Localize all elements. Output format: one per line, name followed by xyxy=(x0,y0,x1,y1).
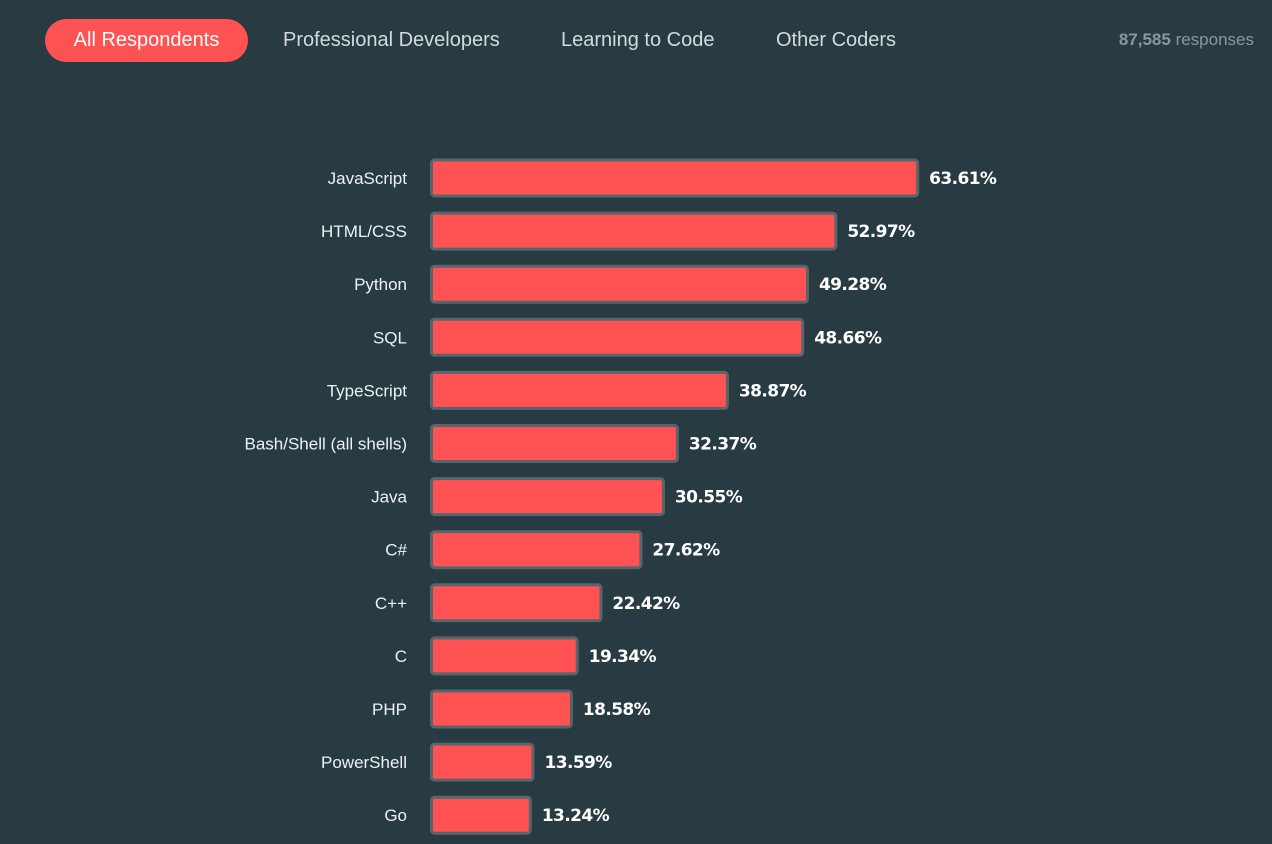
bar xyxy=(430,317,805,357)
value-label: 32.37% xyxy=(689,435,757,455)
bar xyxy=(430,530,643,570)
bar xyxy=(430,424,679,463)
category-label: HTML/CSS xyxy=(321,222,407,241)
value-label: 48.66% xyxy=(814,328,882,348)
bar xyxy=(430,264,809,304)
response-count-number: 87,585 xyxy=(1118,30,1171,49)
category-label: PHP xyxy=(372,700,407,719)
bar xyxy=(430,583,603,623)
category-label: Go xyxy=(384,806,407,825)
category-label: PowerShell xyxy=(321,753,407,772)
value-label: 27.62% xyxy=(652,541,720,561)
value-label: 13.24% xyxy=(542,806,610,826)
category-label: C++ xyxy=(375,594,407,613)
bar xyxy=(430,795,532,835)
tab-other-coders[interactable]: Other Coders xyxy=(776,29,897,51)
tab-all-respondents[interactable]: All Respondents xyxy=(45,19,248,62)
value-label: 18.58% xyxy=(583,700,651,720)
response-count: 87,585 responses xyxy=(1119,30,1254,50)
value-label: 30.55% xyxy=(675,488,743,508)
category-label: C xyxy=(395,647,407,666)
category-label: C# xyxy=(385,541,407,560)
value-label: 63.61% xyxy=(929,169,997,189)
category-label: SQL xyxy=(373,328,407,347)
bar xyxy=(430,636,579,676)
respondent-tabs: All Respondents Professional Developers … xyxy=(0,0,1272,82)
value-label: 22.42% xyxy=(612,594,680,614)
bar xyxy=(430,477,665,517)
bar xyxy=(430,742,535,782)
bar xyxy=(430,370,729,410)
tab-professional-developers[interactable]: Professional Developers xyxy=(283,29,500,51)
category-label: JavaScript xyxy=(328,169,408,188)
response-count-label: responses xyxy=(1175,30,1254,49)
value-label: 19.34% xyxy=(589,647,657,667)
value-label: 38.87% xyxy=(739,381,807,401)
bar xyxy=(430,211,838,251)
category-label: TypeScript xyxy=(327,381,408,400)
bar xyxy=(430,689,573,729)
category-label: Python xyxy=(354,275,407,294)
value-label: 13.59% xyxy=(545,753,613,773)
value-label: 49.28% xyxy=(819,275,887,295)
category-label: Java xyxy=(371,488,407,507)
tab-learning-to-code[interactable]: Learning to Code xyxy=(561,29,715,51)
category-label: Bash/Shell (all shells) xyxy=(244,435,407,454)
value-label: 52.97% xyxy=(847,222,915,242)
bar xyxy=(430,158,920,198)
